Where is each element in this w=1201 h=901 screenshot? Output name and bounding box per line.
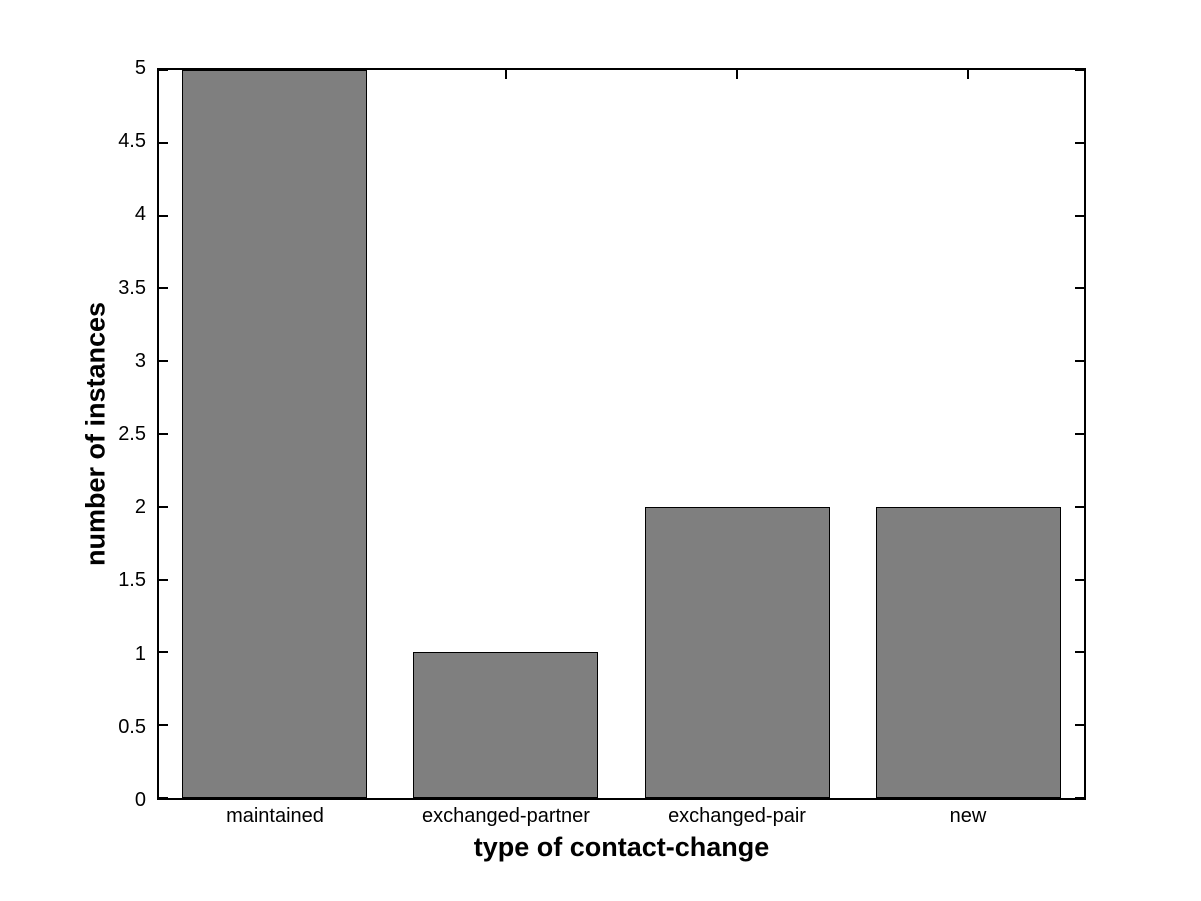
y-tick-mark-left-0 <box>159 797 168 799</box>
bar-maintained <box>182 70 367 798</box>
bar-exchanged-partner <box>413 652 598 798</box>
y-tick-mark-right-3 <box>1075 360 1084 362</box>
y-tick-mark-right-0.5 <box>1075 724 1084 726</box>
x-tick-label-exchanged-pair: exchanged-pair <box>668 805 806 827</box>
y-tick-label-1.5: 1.5 <box>118 569 146 591</box>
y-tick-label-2: 2 <box>134 496 146 518</box>
y-tick-label-1: 1 <box>134 643 146 665</box>
y-tick-mark-left-2.5 <box>159 433 168 435</box>
y-tick-mark-right-4 <box>1075 215 1084 217</box>
y-tick-label-0.5: 0.5 <box>118 716 146 738</box>
y-tick-label-0: 0 <box>134 789 146 811</box>
y-tick-mark-left-4.5 <box>159 142 168 144</box>
y-tick-mark-right-1.5 <box>1075 579 1084 581</box>
y-tick-mark-left-3.5 <box>159 287 168 289</box>
x-tick-mark-top-new <box>967 70 969 79</box>
y-tick-label-2.5: 2.5 <box>118 423 146 445</box>
y-tick-label-3: 3 <box>134 350 146 372</box>
y-tick-label-4.5: 4.5 <box>118 130 146 152</box>
y-tick-mark-right-5 <box>1075 69 1084 71</box>
y-tick-mark-right-3.5 <box>1075 287 1084 289</box>
y-tick-mark-right-1 <box>1075 651 1084 653</box>
x-tick-mark-top-exchanged-partner <box>505 70 507 79</box>
y-tick-mark-right-2.5 <box>1075 433 1084 435</box>
x-axis-label: type of contact-change <box>473 832 770 862</box>
y-tick-mark-left-1.5 <box>159 579 168 581</box>
bar-new <box>876 507 1061 798</box>
y-tick-mark-left-0.5 <box>159 724 168 726</box>
y-tick-mark-right-0 <box>1075 797 1084 799</box>
x-tick-mark-top-exchanged-pair <box>736 70 738 79</box>
x-tick-label-maintained: maintained <box>226 805 324 827</box>
y-tick-mark-left-4 <box>159 215 168 217</box>
y-tick-label-5: 5 <box>134 57 146 79</box>
x-tick-label-exchanged-partner: exchanged-partner <box>422 805 590 827</box>
y-tick-mark-left-3 <box>159 360 168 362</box>
x-tick-label-new: new <box>949 805 987 827</box>
y-tick-mark-left-2 <box>159 506 168 508</box>
plot-area <box>157 68 1086 800</box>
y-tick-label-3.5: 3.5 <box>118 277 146 299</box>
bar-exchanged-pair <box>645 507 830 798</box>
y-tick-mark-right-2 <box>1075 506 1084 508</box>
y-tick-mark-left-1 <box>159 651 168 653</box>
y-tick-mark-left-5 <box>159 69 168 71</box>
y-tick-label-4: 4 <box>134 203 146 225</box>
y-tick-mark-right-4.5 <box>1075 142 1084 144</box>
